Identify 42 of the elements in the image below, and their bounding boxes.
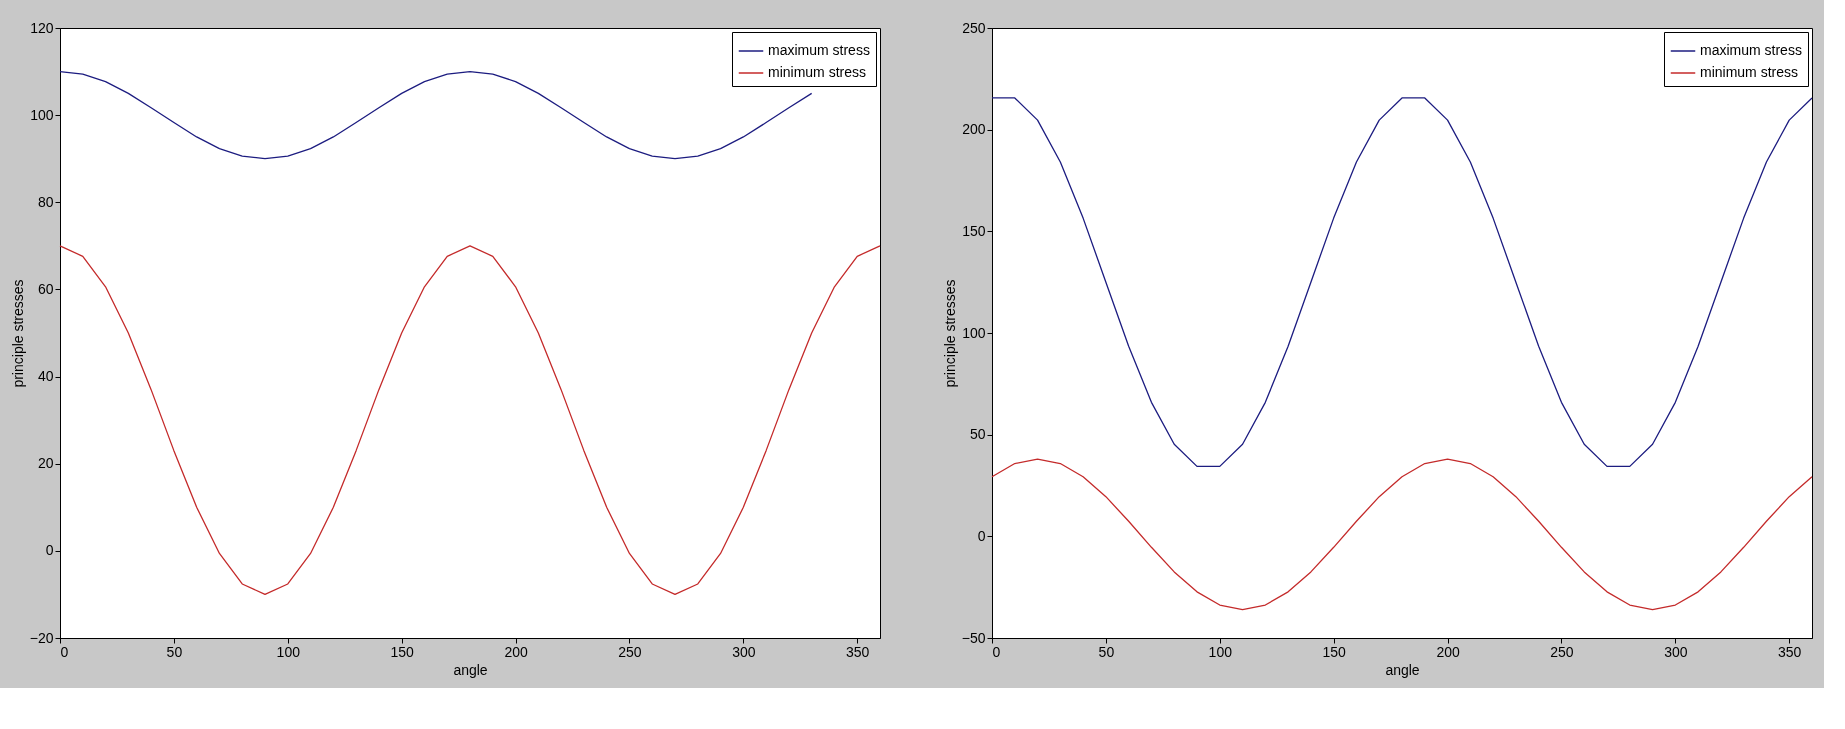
y-tick-label: 80 [37,193,54,210]
x-tick-label: 350 [846,643,870,660]
legend-label: maximum stress [768,42,870,58]
y-tick-label: 120 [30,19,54,36]
y-tick-label: 250 [962,19,986,36]
y-axis-title: principle stresses [941,279,958,388]
x-tick-label: 50 [1098,643,1115,660]
y-tick-label: −50 [961,629,986,646]
y-tick-label: 0 [45,542,54,559]
x-tick-label: 0 [60,643,69,660]
x-tick-label: 0 [992,643,1001,660]
y-tick-label: 20 [37,455,54,472]
y-tick-label: 50 [969,426,986,443]
legend-label: minimum stress [1700,64,1799,80]
x-axis-title: angle [453,661,488,678]
x-tick-label: 250 [1550,643,1574,660]
y-tick-label: 40 [37,368,54,385]
line-series [59,245,881,596]
x-tick-label: 250 [618,643,642,660]
x-tick-label: 300 [1664,643,1688,660]
x-tick-label: 150 [390,643,415,660]
y-tick-label: −20 [29,629,54,646]
x-tick-label: 200 [1436,643,1460,660]
y-tick-label: 100 [962,324,986,341]
legend-label: maximum stress [1700,42,1802,58]
x-tick-label: 100 [276,643,301,660]
x-axis-title: angle [1385,661,1420,678]
x-tick-label: 50 [166,643,183,660]
y-axis-title: principle stresses [9,279,26,388]
y-tick-label: 150 [962,222,986,239]
line-series [991,458,1813,611]
y-tick-label: 0 [977,527,986,544]
x-tick-label: 200 [504,643,528,660]
y-tick-label: 200 [962,121,986,138]
x-tick-label: 300 [732,643,756,660]
line-series [991,97,1813,468]
x-tick-label: 100 [1208,643,1233,660]
x-tick-label: 350 [1778,643,1802,660]
legend-label: minimum stress [768,64,867,80]
x-tick-label: 150 [1322,643,1347,660]
y-tick-label: 100 [30,106,54,123]
y-tick-label: 60 [37,280,54,297]
